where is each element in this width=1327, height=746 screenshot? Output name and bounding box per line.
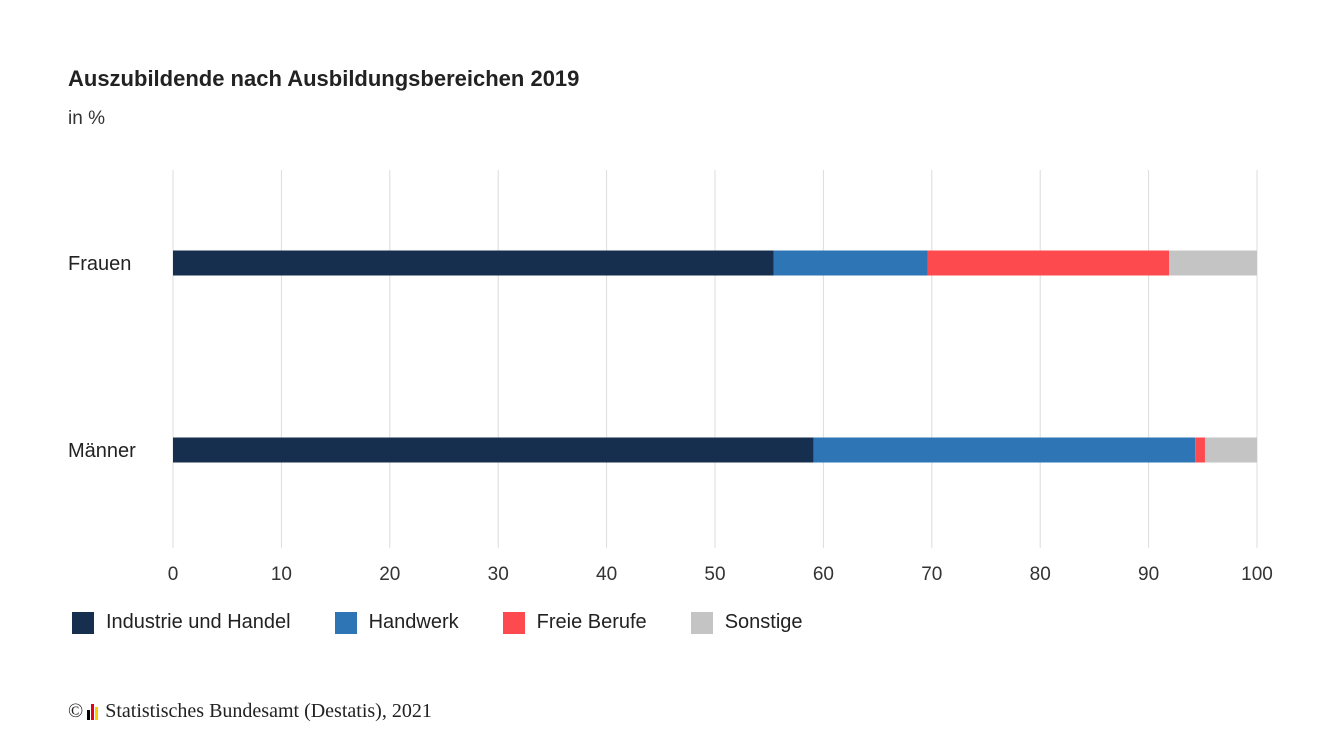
- bar-segment: [773, 250, 928, 276]
- x-tick-label: 40: [596, 564, 617, 585]
- bar-segment: [1195, 437, 1205, 463]
- x-tick-label: 90: [1138, 564, 1159, 585]
- legend-item: Handwerk: [334, 611, 459, 634]
- x-tick-label: 80: [1030, 564, 1051, 585]
- legend-label: Freie Berufe: [536, 611, 647, 633]
- legend-label: Sonstige: [724, 611, 803, 633]
- legend-label: Industrie und Handel: [106, 611, 291, 633]
- bar-segment: [813, 437, 1196, 463]
- copyright-symbol: ©: [68, 700, 84, 722]
- logo-bar: [87, 709, 91, 720]
- legend-swatch: [334, 611, 357, 634]
- bar-segment: [1204, 437, 1257, 463]
- x-tick-label: 50: [704, 564, 725, 585]
- bar-segment: [173, 437, 814, 463]
- source-text: Statistisches Bundesamt (Destatis), 2021: [105, 700, 432, 722]
- legend-swatch: [502, 611, 525, 634]
- x-tick-label: 70: [921, 564, 942, 585]
- x-axis-ticks: 0 10 20 30 40 50 60 70 80 90 100: [168, 564, 1273, 585]
- legend-item: Freie Berufe: [502, 611, 647, 634]
- x-tick-label: 0: [168, 564, 179, 585]
- chart-subtitle: in %: [68, 108, 105, 129]
- legend-swatch: [72, 611, 94, 634]
- grid-lines: [172, 170, 1258, 548]
- category-labels: Frauen Männer: [68, 253, 136, 462]
- x-tick-label: 100: [1241, 564, 1273, 585]
- x-tick-label: 60: [813, 564, 834, 585]
- chart-title: Auszubildende nach Ausbildungsbereichen …: [68, 66, 580, 91]
- category-label: Frauen: [68, 253, 131, 275]
- source-footer: © Statistisches Bundesamt (Destatis), 20…: [68, 700, 432, 723]
- x-tick-label: 30: [488, 564, 509, 585]
- destatis-logo-icon: [87, 703, 99, 720]
- stacked-bar-chart: Frauen Männer 0 10 20 30 40 50 60 70 80 90 100: [68, 170, 1273, 585]
- legend-label: Handwerk: [368, 611, 459, 633]
- logo-bar: [91, 703, 95, 720]
- legend-item: Sonstige: [690, 611, 803, 634]
- bars: [173, 250, 1257, 463]
- bar-segment: [927, 250, 1170, 276]
- bar-segment: [173, 250, 774, 276]
- legend-swatch: [690, 611, 713, 634]
- logo-bar: [95, 706, 99, 720]
- category-label: Männer: [68, 440, 136, 462]
- x-tick-label: 10: [271, 564, 292, 585]
- bar-segment: [1169, 250, 1257, 276]
- x-tick-label: 20: [379, 564, 400, 585]
- legend: Industrie und Handel Handwerk Freie Berufe…: [72, 611, 847, 634]
- legend-item: Industrie und Handel: [72, 611, 291, 634]
